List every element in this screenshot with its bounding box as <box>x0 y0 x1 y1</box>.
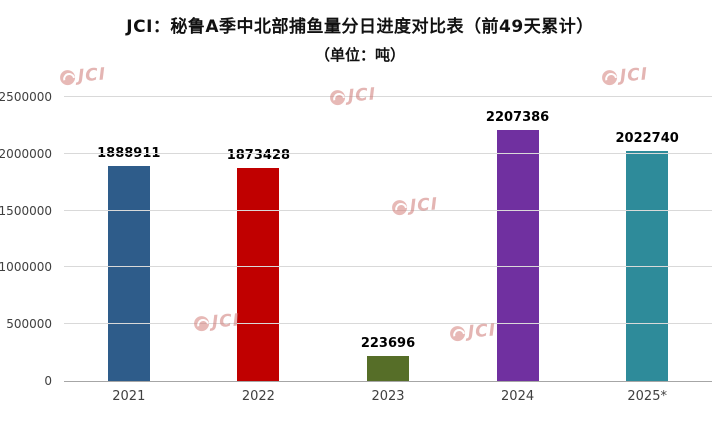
gridline <box>64 209 712 211</box>
jci-logo-icon <box>601 69 618 86</box>
y-tick-label: 2000000 <box>0 146 52 161</box>
bar-value-label: 2207386 <box>485 110 550 126</box>
bar[interactable] <box>237 168 280 381</box>
x-tick-label: 2025* <box>627 389 667 404</box>
y-tick-label: 2500000 <box>0 90 52 104</box>
gridline <box>64 323 712 325</box>
gridline <box>64 266 712 268</box>
y-tick-label: 0 <box>44 374 52 388</box>
bar-value-label: 223696 <box>360 335 416 351</box>
x-axis-line <box>64 381 712 382</box>
x-axis-labels: 2021 2022 2023 2024 2025* <box>64 389 712 404</box>
x-tick-label: 2024 <box>501 389 535 404</box>
bar-group: 2022740 <box>592 97 702 381</box>
jci-watermark: JCI <box>601 64 649 87</box>
y-tick-label: 1000000 <box>0 260 52 275</box>
bar[interactable] <box>366 355 409 381</box>
bar-group: 1888911 <box>74 97 184 381</box>
gridline <box>64 152 712 154</box>
x-tick-label: 2023 <box>371 389 405 404</box>
x-tick-label: 2022 <box>241 389 275 404</box>
y-axis: 0 500000 1000000 1500000 2000000 2500000 <box>0 90 58 388</box>
bar-value-label: 2022740 <box>615 131 679 147</box>
jci-watermark-text: JCI <box>77 64 107 87</box>
bar[interactable] <box>496 130 539 381</box>
bar-group: 1873428 <box>203 97 313 381</box>
chart-title: JCI：秘鲁A季中北部捕鱼量分日进度对比表（前49天累计） <box>126 17 594 37</box>
gridline <box>64 96 712 97</box>
y-tick-label: 500000 <box>6 317 52 332</box>
jci-watermark: JCI <box>59 64 107 87</box>
chart-subtitle: （单位：吨） <box>314 46 405 64</box>
x-tick-label: 2021 <box>112 389 146 404</box>
bar[interactable] <box>626 151 669 381</box>
plot-area: 1888911 1873428 223696 2207386 2022740 <box>64 96 712 382</box>
bar[interactable] <box>107 166 150 381</box>
bar-value-label: 1888911 <box>97 146 161 162</box>
jci-logo-icon <box>59 69 76 86</box>
y-tick-label: 1500000 <box>0 203 52 218</box>
jci-watermark-text: JCI <box>619 64 649 87</box>
bar-group: 2207386 <box>463 97 573 381</box>
bar-group: 223696 <box>333 97 443 381</box>
bars-container: 1888911 1873428 223696 2207386 2022740 <box>64 97 712 381</box>
bar-value-label: 1873428 <box>226 148 291 164</box>
